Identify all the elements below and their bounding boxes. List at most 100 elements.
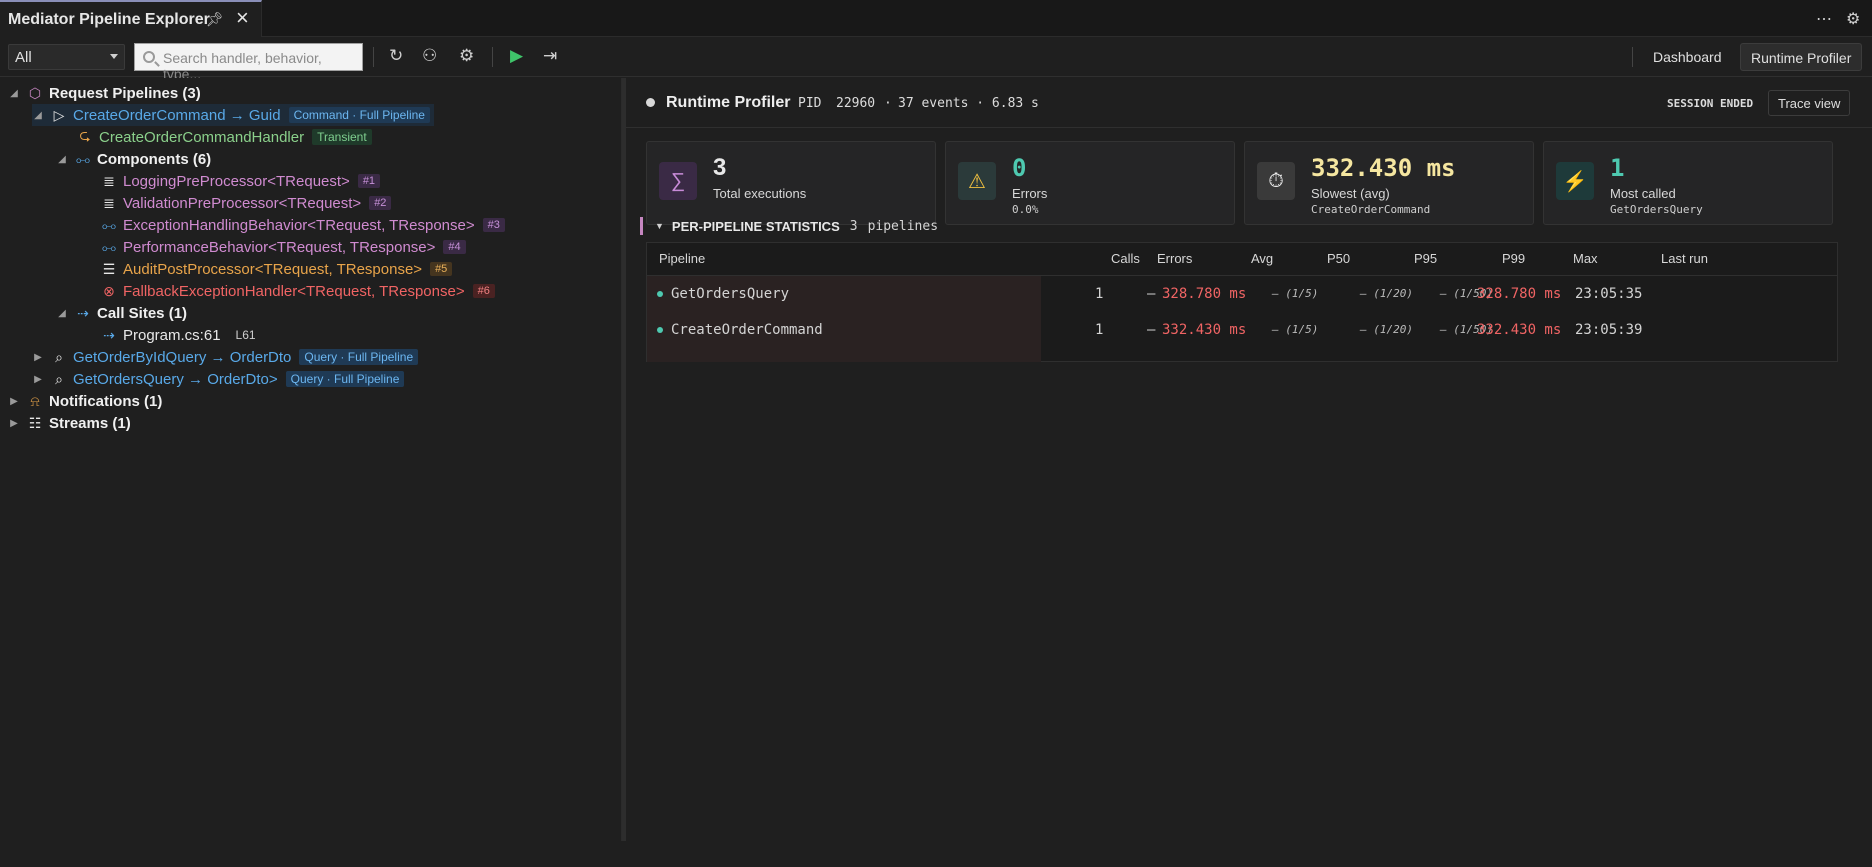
components-icon: ⧟: [76, 150, 90, 167]
errors-cell: –: [1147, 286, 1156, 302]
tree-label: FallbackExceptionHandler<TRequest, TResp…: [123, 282, 465, 300]
errors-cell: –: [1147, 322, 1156, 338]
p50-cell: – (1/5): [1272, 323, 1319, 336]
expand-arrow-icon[interactable]: ▶: [34, 373, 42, 385]
most-called-card: ⚡ 1 Most called GetOrdersQuery: [1543, 141, 1833, 225]
p50-cell: – (1/5): [1272, 287, 1319, 300]
collapse-arrow-icon[interactable]: ◢: [34, 109, 42, 121]
profiler-title: Runtime Profiler: [666, 94, 791, 111]
tree-item-get-order-by-id[interactable]: ▶ ⌕ GetOrderByIdQuery → OrderDto Query ·…: [32, 346, 419, 368]
call-site-icon: ⇢: [77, 304, 89, 321]
status-dot: [657, 291, 663, 297]
tree-label: LoggingPreProcessor<TRequest>: [123, 172, 350, 190]
order-badge: #3: [482, 218, 505, 232]
expand-arrow-icon[interactable]: ▶: [10, 395, 18, 407]
pipeline-stats-section-header[interactable]: ▼ PER-PIPELINE STATISTICS 3 pipelines: [640, 215, 938, 237]
tree-item-components[interactable]: ◢ ⧟ Components (6): [56, 148, 211, 170]
card-value: 0: [1012, 154, 1027, 182]
panel-splitter[interactable]: [622, 78, 626, 841]
settings-icon[interactable]: ⚙: [1846, 11, 1861, 28]
p95-cell: – (1/20): [1360, 287, 1413, 300]
card-sub: 0.0%: [1012, 203, 1039, 216]
list-icon: ☰: [102, 260, 116, 277]
column-header: Avg: [1251, 251, 1274, 266]
stopwatch-icon: ⏱: [1257, 162, 1295, 200]
runtime-profiler-button[interactable]: Runtime Profiler: [1740, 43, 1863, 71]
tree-item-create-order-command[interactable]: ◢ ▷ CreateOrderCommand → Guid Command · …: [32, 104, 434, 126]
component-item[interactable]: ≣ ValidationPreProcessor<TRequest> #2: [100, 192, 392, 214]
expand-arrow-icon[interactable]: ▶: [34, 351, 42, 363]
tree-item-get-orders[interactable]: ▶ ⌕ GetOrdersQuery → OrderDto> Query · F…: [32, 368, 405, 390]
refresh-icon[interactable]: ↻: [389, 46, 404, 65]
errors-card: ⚠ 0 Errors 0.0%: [945, 141, 1235, 225]
column-header: Pipeline: [659, 251, 706, 266]
section-title: PER-PIPELINE STATISTICS: [671, 218, 840, 234]
tree-label: Streams (1): [49, 414, 131, 432]
collapse-arrow-icon[interactable]: ◢: [58, 307, 66, 319]
collapse-arrow-icon[interactable]: ◢: [10, 87, 18, 99]
tree-item-request-pipelines[interactable]: ◢ ⬡ Request Pipelines (3): [8, 82, 201, 104]
component-item[interactable]: ≣ LoggingPreProcessor<TRequest> #1: [100, 170, 381, 192]
p99-cell: – (1/50): [1440, 287, 1493, 300]
tree-label: ValidationPreProcessor<TRequest>: [123, 194, 362, 212]
lightning-icon: ⚡: [1556, 162, 1594, 200]
column-header: Last run: [1661, 251, 1708, 266]
profiler-header: Runtime Profiler PID 22960 · 37 events ·…: [626, 78, 1872, 128]
tree-label: Notifications (1): [49, 392, 163, 410]
tree-item-notifications[interactable]: ▶ ⍾ Notifications (1): [8, 390, 162, 412]
collapse-arrow-icon[interactable]: ◢: [58, 153, 66, 165]
card-value: 332.430 ms: [1311, 154, 1456, 182]
pin-icon[interactable]: 📌︎: [206, 11, 224, 27]
pid-value: 22960: [836, 96, 876, 111]
tab-title: Mediator Pipeline Explorer: [8, 10, 210, 28]
card-value: 1: [1610, 154, 1625, 182]
order-badge: #4: [443, 240, 466, 254]
filter-icon: ≣: [103, 194, 115, 211]
order-badge: #5: [430, 262, 453, 276]
call-site-icon: ⇢: [103, 326, 115, 343]
tree-item-program[interactable]: ⇢ Program.cs:61 L61: [100, 324, 261, 346]
gear-icon[interactable]: ⚙: [459, 46, 475, 65]
trace-view-button[interactable]: Trace view: [1768, 90, 1851, 116]
title-bar: Mediator Pipeline Explorer 📌︎ × ⋯ ⚙: [0, 0, 1872, 37]
component-item[interactable]: ⊗ FallbackExceptionHandler<TRequest, TRe…: [100, 280, 495, 302]
hierarchy-icon[interactable]: ⚇: [422, 46, 438, 65]
column-header: Max: [1573, 251, 1598, 266]
tree-label: CreateOrderCommand → Guid: [73, 106, 281, 124]
tree-item-streams[interactable]: ▶ ☷ Streams (1): [8, 412, 131, 434]
status-dot: [646, 98, 655, 107]
component-item[interactable]: ⧟ ExceptionHandlingBehavior<TRequest, TR…: [100, 214, 505, 236]
close-icon[interactable]: ×: [236, 5, 249, 30]
more-options-icon[interactable]: ⋯: [1816, 11, 1832, 28]
card-sub: CreateOrderCommand: [1311, 203, 1431, 216]
p99-cell: – (1/50): [1440, 323, 1493, 336]
toolbar-divider: [1632, 47, 1633, 67]
pipeline-name: GetOrdersQuery: [671, 286, 790, 302]
pid-label: PID: [798, 96, 822, 111]
pipeline-name: CreateOrderCommand: [671, 322, 823, 338]
avg-cell: 332.430 ms: [1162, 322, 1247, 338]
behavior-icon: ⧟: [102, 238, 116, 255]
column-header: P50: [1327, 251, 1351, 266]
pipeline-kind-badge: Command · Full Pipeline: [288, 107, 430, 123]
collapse-arrow-icon[interactable]: ▼: [655, 221, 664, 231]
expand-arrow-icon[interactable]: ▶: [10, 417, 18, 429]
filter-select[interactable]: All: [8, 44, 125, 70]
tree-label: Request Pipelines (3): [49, 84, 201, 102]
explorer-tab[interactable]: Mediator Pipeline Explorer 📌︎ ×: [0, 0, 262, 37]
step-into-icon[interactable]: ⇥: [543, 46, 558, 65]
card-label: Most called: [1610, 186, 1676, 201]
tree-item-handler[interactable]: ⮎ CreateOrderCommandHandler Transient: [76, 126, 372, 148]
component-item[interactable]: ⧟ PerformanceBehavior<TRequest, TRespons…: [100, 236, 466, 258]
tree-item-call-sites[interactable]: ◢ ⇢ Call Sites (1): [56, 302, 187, 324]
cube-icon: ⬡: [28, 84, 42, 101]
dashboard-button[interactable]: Dashboard: [1653, 49, 1722, 65]
run-icon[interactable]: ▶: [510, 46, 524, 65]
events-summary: 37 events · 6.83 s: [898, 96, 1039, 111]
component-item[interactable]: ☰ AuditPostProcessor<TRequest, TResponse…: [100, 258, 453, 280]
order-badge: #1: [357, 174, 381, 188]
pipeline-kind-badge: Query · Full Pipeline: [285, 371, 405, 387]
slowest-card: ⏱ 332.430 ms Slowest (avg) CreateOrderCo…: [1244, 141, 1534, 225]
chevron-down-icon: [110, 54, 118, 59]
search-input[interactable]: Search handler, behavior, type...: [134, 43, 363, 82]
